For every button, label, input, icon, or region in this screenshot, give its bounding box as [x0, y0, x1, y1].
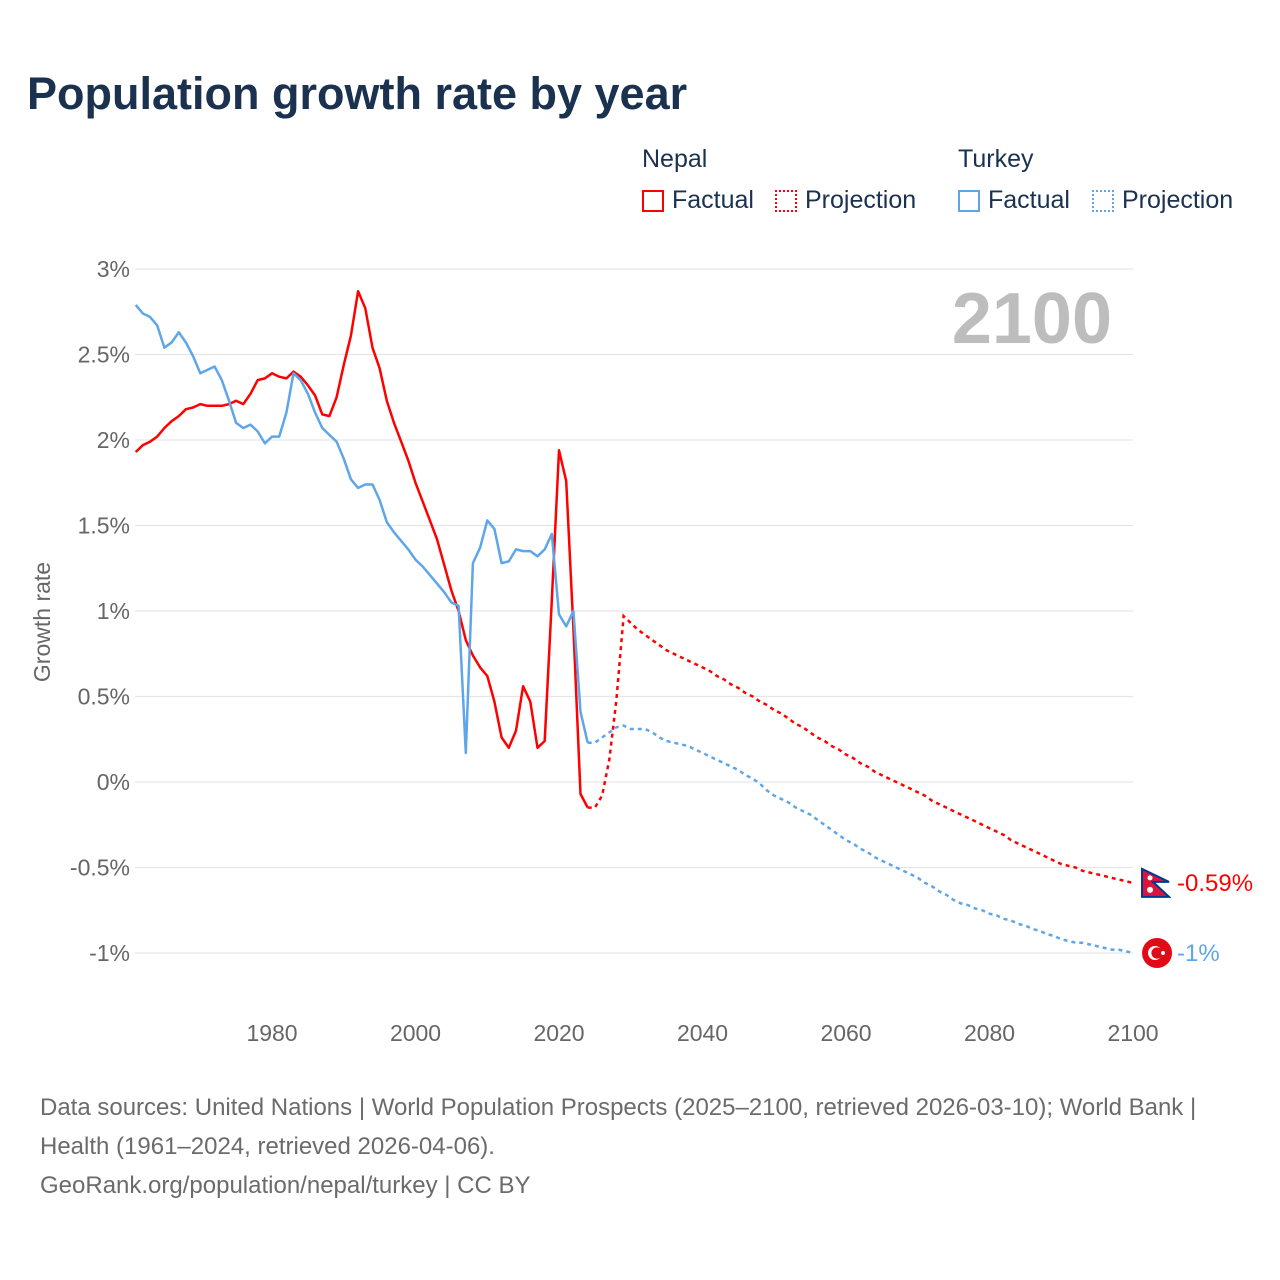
nepal-projection-line	[587, 613, 1134, 885]
turkey-factual-line	[134, 304, 589, 755]
source-link[interactable]: GeoRank.org/population/nepal/turkey | CC…	[40, 1172, 531, 1199]
turkey-flag-icon	[1142, 938, 1173, 968]
y-tick-label: 2.5%	[78, 342, 130, 368]
x-tick-label: 2100	[1107, 1020, 1158, 1046]
y-tick-label: 0%	[97, 769, 130, 795]
legend-label: Projection	[805, 186, 917, 214]
legend-label: Factual	[988, 186, 1070, 214]
legend-swatch-solid	[642, 189, 664, 212]
y-tick-label: -0.5%	[70, 855, 130, 881]
legend-label: Projection	[1122, 186, 1234, 214]
x-tick-label: 2040	[677, 1020, 728, 1046]
chart-title: Population growth rate by year	[27, 68, 688, 119]
x-tick-label: 2060	[820, 1020, 871, 1046]
legend-turkey-projection[interactable]: Projection	[1092, 186, 1233, 215]
y-tick-label: 3%	[97, 256, 130, 282]
nepal-end-label: -0.59%	[1177, 870, 1253, 897]
legend-nepal-projection[interactable]: Projection	[775, 186, 916, 215]
legend-label: Factual	[672, 186, 754, 214]
legend-group-turkey: Turkey	[958, 145, 1034, 173]
year-watermark: 2100	[952, 279, 1112, 359]
legend-turkey-factual[interactable]: Factual	[958, 186, 1070, 215]
legend-group-nepal: Nepal	[642, 145, 708, 173]
x-tick-label: 2080	[964, 1020, 1015, 1046]
nepal-flag-icon	[1141, 867, 1173, 898]
data-sources: Data sources: United Nations | World Pop…	[40, 1094, 1197, 1160]
line-chart: 2100 Growth rate 3% 2.5% 2% 1.5% 1% 0.5% 0% -0.…	[29, 256, 1253, 1046]
turkey-projection-line	[587, 724, 1134, 955]
legend-swatch-solid	[958, 189, 980, 212]
y-tick-label: 0.5%	[78, 684, 130, 710]
y-tick-label: 1%	[97, 598, 130, 624]
x-tick-label: 2020	[533, 1020, 584, 1046]
legend-swatch-dotted	[1092, 189, 1114, 212]
footer: Data sources: United Nations | World Pop…	[40, 1088, 1240, 1205]
y-tick-label: -1%	[89, 940, 130, 966]
y-tick-label: 2%	[97, 427, 130, 453]
y-axis-label: Growth rate	[29, 562, 55, 682]
turkey-end-label: -1%	[1177, 940, 1220, 967]
y-tick-label: 1.5%	[78, 513, 130, 539]
legend-nepal-factual[interactable]: Factual	[642, 186, 754, 215]
nepal-factual-line	[134, 289, 589, 809]
x-tick-label: 2000	[390, 1020, 441, 1046]
x-tick-label: 1980	[246, 1020, 297, 1046]
legend-swatch-dotted	[775, 189, 797, 212]
